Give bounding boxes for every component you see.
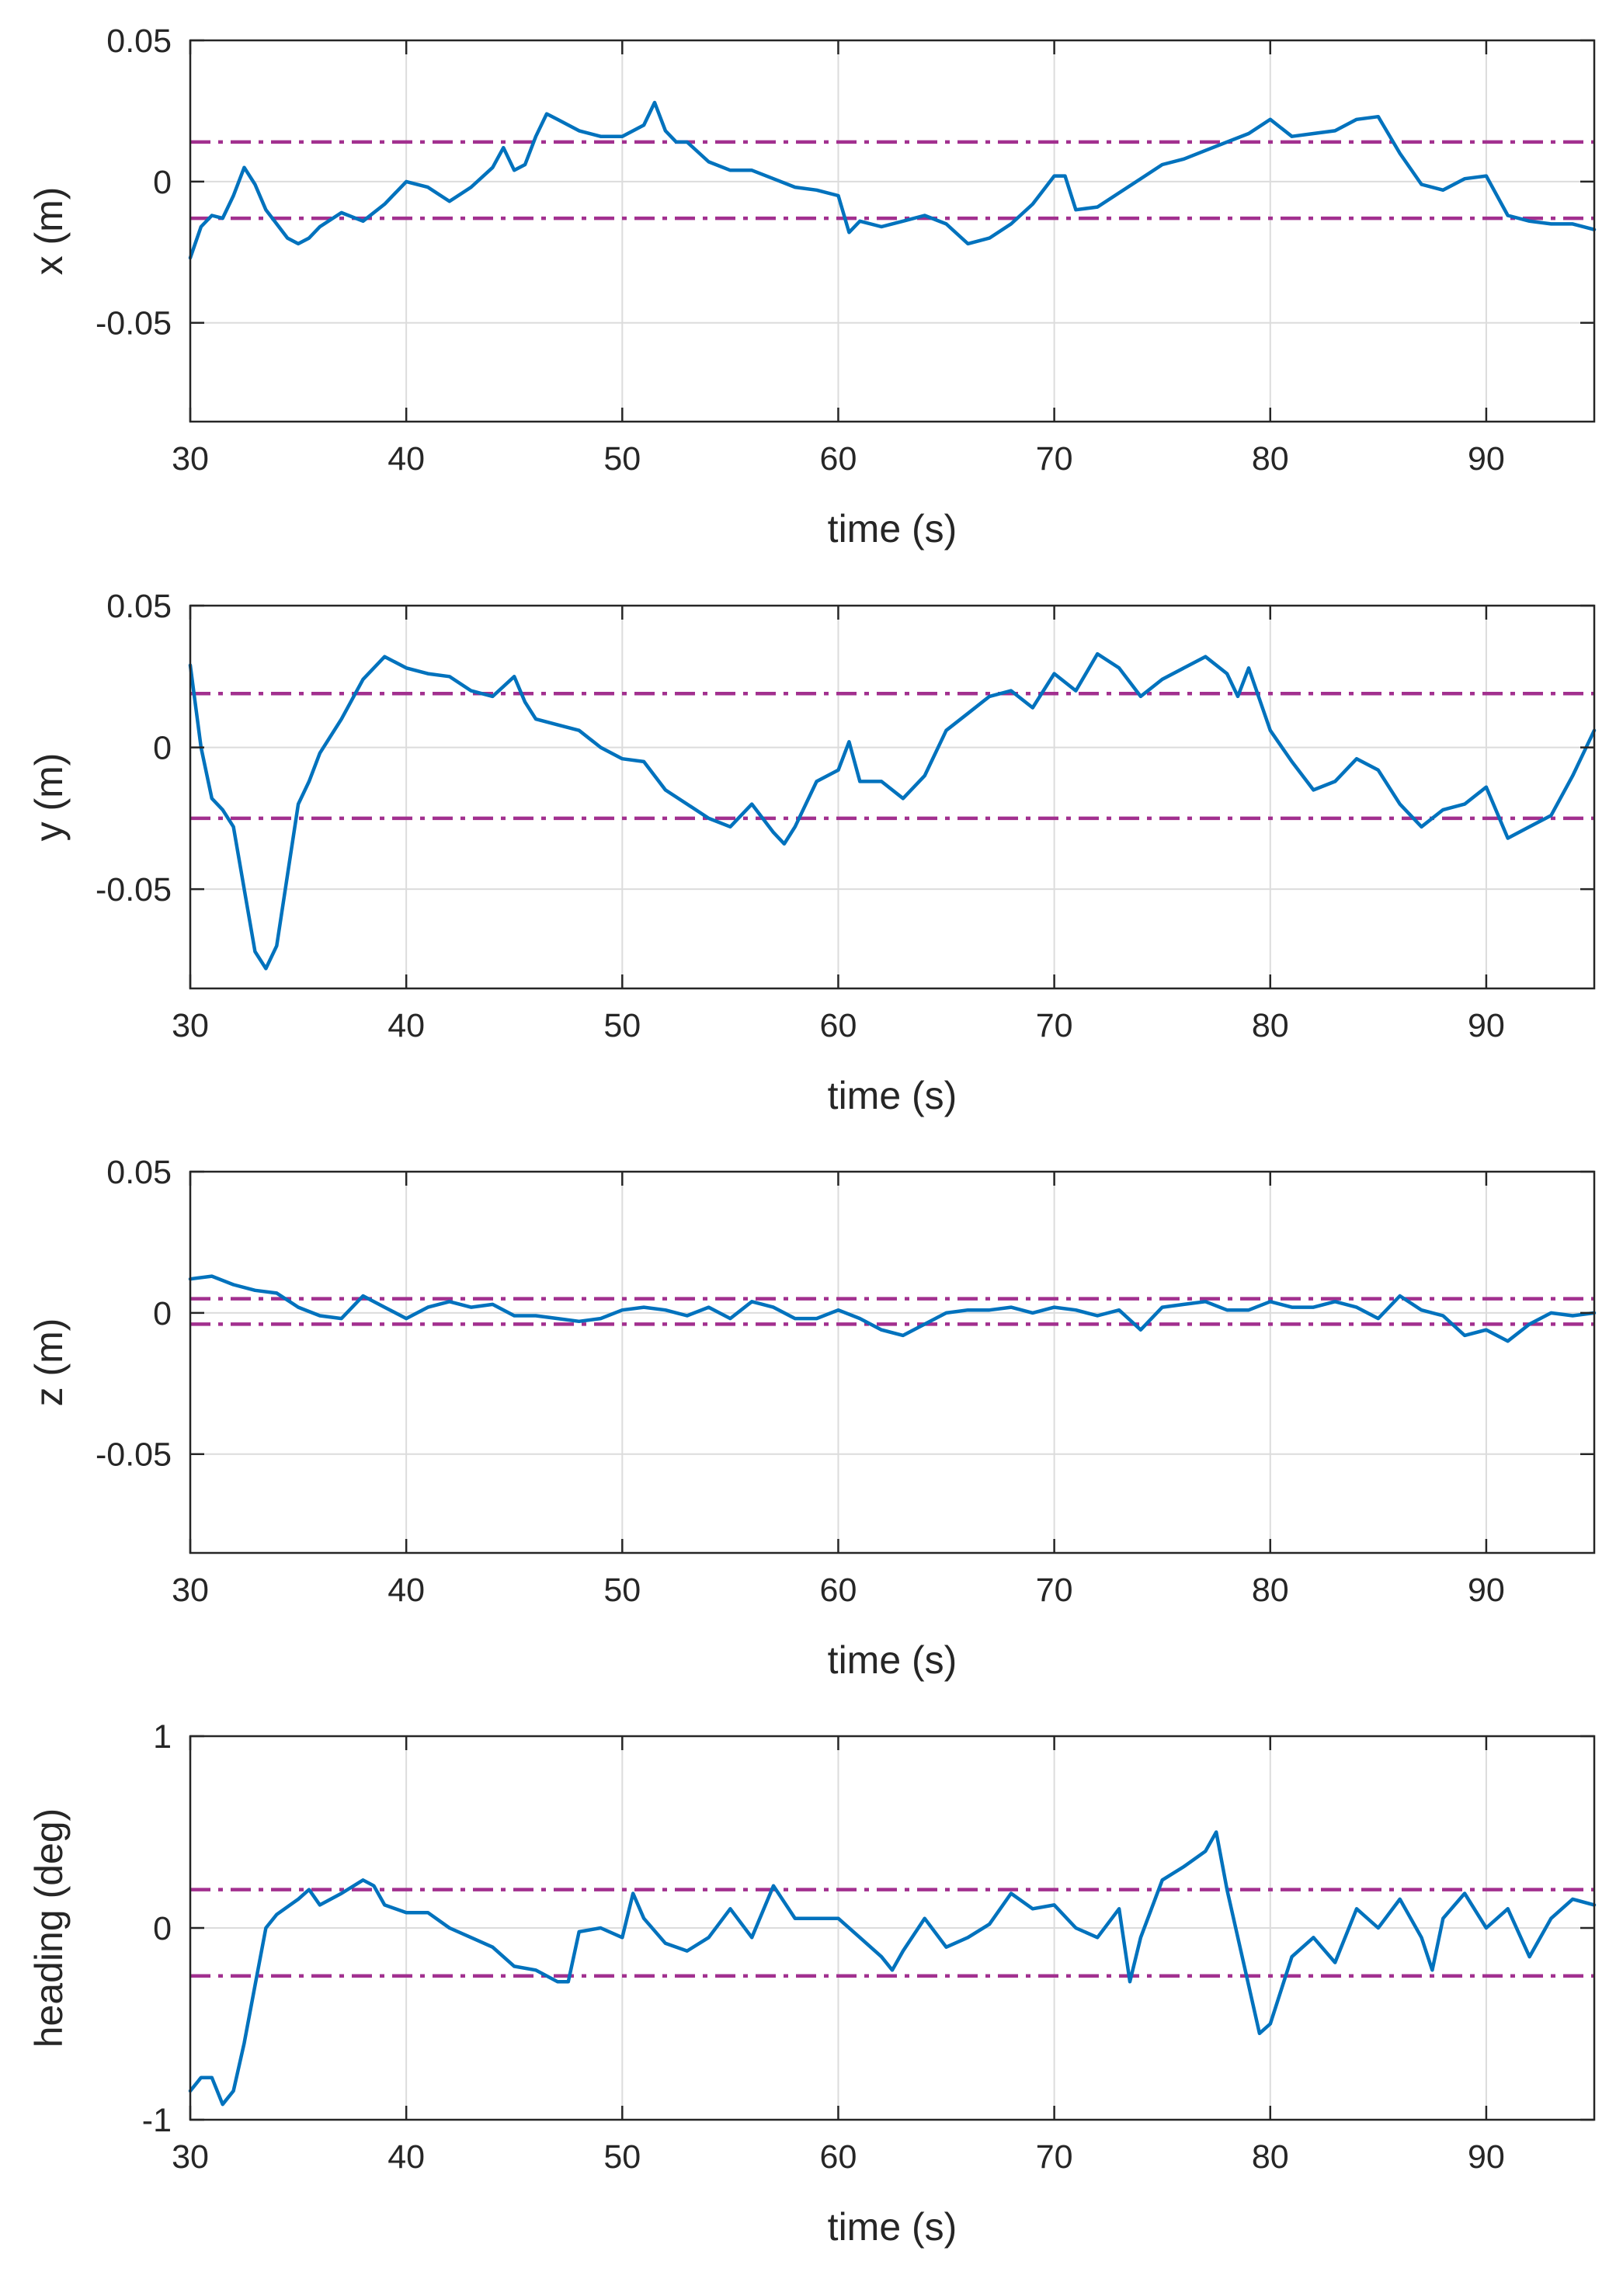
x-tick-label: 90: [1468, 1007, 1505, 1044]
series-layer: [188, 651, 1597, 971]
x-tick-label: 40: [387, 1572, 425, 1609]
series-line-heading: [188, 1830, 1597, 2107]
subplot-x: 30 40 50 60 70 80 90 0.05 0 -0.05 time (s) x (m): [27, 23, 1597, 551]
x-axis-label: time (s): [828, 507, 957, 551]
x-tick-label: 50: [603, 440, 641, 478]
x-tick-label: 90: [1468, 1572, 1505, 1609]
y-tick-label: 0: [153, 1910, 172, 1947]
x-tick-label: 80: [1252, 2138, 1289, 2176]
y-tick-label: -0.05: [96, 305, 172, 342]
x-axis-label: time (s): [828, 1638, 957, 1682]
x-tick-label: 40: [387, 440, 425, 478]
x-tick-label: 50: [603, 1007, 641, 1044]
x-tick-label: 50: [603, 2138, 641, 2176]
series-line-z: [188, 1274, 1597, 1343]
x-tick-label: 60: [820, 1007, 857, 1044]
x-tick-label: 40: [387, 1007, 425, 1044]
y-tick-label: -1: [142, 2102, 172, 2139]
x-tick-label: 90: [1468, 440, 1505, 478]
x-tick-label: 70: [1036, 440, 1073, 478]
axes-layer: 30 40 50 60 70 80 90 1 0 -1: [142, 1718, 1596, 2176]
axes-layer: 30 40 50 60 70 80 90 0.05 0 -0.05: [96, 23, 1596, 478]
y-tick-label: 0.05: [106, 1154, 172, 1191]
band-layer: [190, 140, 1594, 221]
series-layer: [188, 1274, 1597, 1343]
axes-frame: [189, 604, 1596, 990]
x-tick-label: 60: [820, 440, 857, 478]
y-axis-label: y (m): [27, 753, 71, 842]
x-tick-label: 70: [1036, 2138, 1073, 2176]
x-axis-label: time (s): [828, 1074, 957, 1117]
x-tick-label: 60: [820, 1572, 857, 1609]
x-tick-label: 70: [1036, 1007, 1073, 1044]
y-axis-label: z (m): [27, 1318, 71, 1407]
x-tick-label: 30: [172, 1572, 209, 1609]
x-tick-label: 60: [820, 2138, 857, 2176]
y-tick-label: -0.05: [96, 871, 172, 908]
subplot-z: 30 40 50 60 70 80 90 0.05 0 -0.05 time (s) z (m): [27, 1154, 1597, 1682]
y-tick-label: 0: [153, 730, 172, 767]
y-tick-label: 0.05: [106, 23, 172, 60]
x-tick-label: 90: [1468, 2138, 1505, 2176]
series-layer: [188, 100, 1597, 260]
axes-frame: [189, 39, 1596, 423]
x-tick-label: 80: [1252, 1572, 1289, 1609]
y-tick-label: 0: [153, 164, 172, 201]
axes-frame: [189, 1170, 1596, 1554]
x-tick-label: 30: [172, 2138, 209, 2176]
y-axis-label: heading (deg): [27, 1808, 71, 2048]
x-tick-label: 30: [172, 1007, 209, 1044]
subplot-y: 30 40 50 60 70 80 90 0.05 0 -0.05 time (s) y (m): [27, 588, 1597, 1117]
y-tick-label: 0: [153, 1295, 172, 1332]
series-line-x: [188, 100, 1597, 260]
grid-layer: [189, 605, 1594, 988]
axes-layer: 30 40 50 60 70 80 90 0.05 0 -0.05: [96, 588, 1596, 1044]
band-layer: [190, 1888, 1594, 1978]
x-axis-label: time (s): [828, 2205, 957, 2249]
y-tick-label: -0.05: [96, 1436, 172, 1474]
x-tick-label: 30: [172, 440, 209, 478]
x-tick-label: 40: [387, 2138, 425, 2176]
series-layer: [188, 1830, 1597, 2107]
x-tick-label: 50: [603, 1572, 641, 1609]
x-tick-label: 80: [1252, 1007, 1289, 1044]
y-axis-label: x (m): [27, 187, 71, 276]
band-layer: [190, 691, 1594, 821]
x-tick-label: 80: [1252, 440, 1289, 478]
subplot-heading: 30 40 50 60 70 80 90 1 0 -1 time (s) heading (deg…: [27, 1718, 1597, 2249]
axes-layer: 30 40 50 60 70 80 90 0.05 0 -0.05: [96, 1154, 1596, 1609]
series-line-y: [188, 651, 1597, 971]
y-tick-label: 0.05: [106, 588, 172, 625]
y-tick-label: 1: [153, 1718, 172, 1756]
band-layer: [190, 1297, 1594, 1326]
x-tick-label: 70: [1036, 1572, 1073, 1609]
